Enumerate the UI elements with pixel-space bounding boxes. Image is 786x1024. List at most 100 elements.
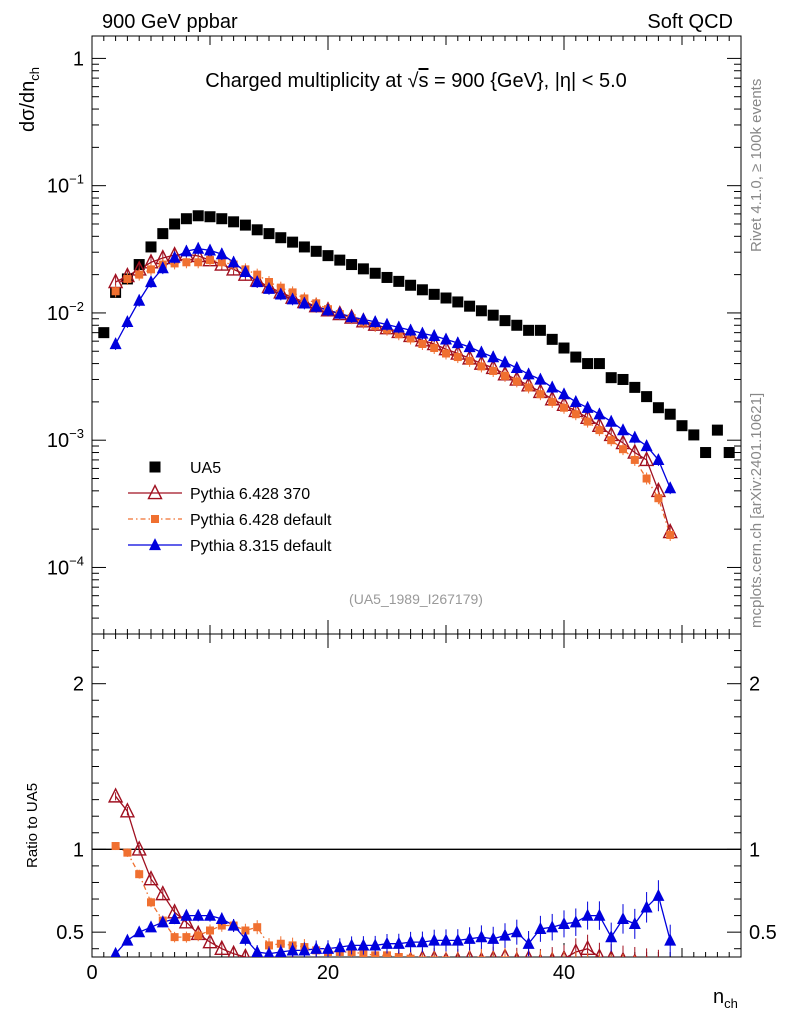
data-point-pythia-8-315-default (510, 361, 523, 374)
ratio-point-pythia-6-428-370 (178, 913, 195, 929)
data-point-pythia-6-428-default (194, 258, 203, 267)
legend-label-pythia-6-428-370: Pythia 6.428 370 (190, 486, 310, 503)
ratio-point-pythia-6-428-370 (202, 933, 218, 949)
ratio-point-pythia-8-315-default (310, 941, 323, 954)
data-point-ua5 (617, 373, 629, 385)
data-point-pythia-6-428-default (595, 426, 604, 435)
chart-title-pre: Charged multiplicity at (205, 70, 407, 92)
data-point-pythia-6-428-default (477, 362, 486, 371)
ratio-tick-label-right: 1 (749, 839, 760, 861)
data-point-pythia-8-315-default (109, 337, 122, 350)
data-point-pythia-6-428-default (583, 417, 592, 426)
ratio-point-pythia-6-428-370 (664, 966, 677, 979)
data-point-ua5 (593, 358, 605, 370)
data-point-ua5 (570, 351, 582, 363)
ratio-line-pythia-8-315-default (115, 894, 671, 955)
ratio-point-pythia-6-428-default (536, 960, 544, 968)
data-point-ua5 (381, 271, 393, 283)
ratio-point-pythia-6-428-default (454, 958, 462, 966)
data-point-ua5 (322, 250, 334, 262)
data-point-ua5 (546, 333, 558, 345)
data-point-pythia-6-428-default (135, 270, 144, 279)
ratio-point-pythia-6-428-default (525, 960, 533, 968)
data-point-pythia-6-428-default (654, 494, 663, 503)
ratio-point-pythia-6-428-default (253, 923, 262, 932)
data-point-ua5 (652, 402, 664, 414)
ratio-point-pythia-8-315-default (487, 931, 500, 944)
ratio-point-pythia-6-428-default (241, 926, 250, 935)
data-point-ua5 (582, 358, 594, 370)
data-point-ua5 (605, 372, 617, 384)
data-point-ua5 (251, 224, 263, 236)
data-point-ua5 (216, 213, 228, 225)
ratio-point-pythia-6-428-default (513, 960, 521, 968)
data-point-ua5 (711, 424, 723, 436)
data-point-ua5 (192, 210, 204, 222)
data-point-pythia-6-428-default (406, 334, 415, 343)
ratio-point-pythia-8-315-default (298, 943, 311, 956)
ratio-point-pythia-6-428-default (135, 870, 144, 879)
ratio-point-pythia-8-315-default (369, 938, 382, 951)
data-point-pythia-6-428-default (512, 377, 521, 386)
ratio-point-pythia-8-315-default (357, 938, 370, 951)
ratio-point-pythia-8-315-default (121, 933, 134, 946)
ratio-point-pythia-8-315-default (110, 946, 121, 957)
data-point-pythia-8-315-default (369, 315, 382, 328)
data-point-pythia-8-315-default (605, 414, 618, 427)
ratio-point-pythia-6-428-default (217, 921, 226, 930)
ratio-point-pythia-8-315-default (168, 912, 181, 925)
data-point-pythia-8-315-default (440, 332, 452, 345)
legend: UA5 Pythia 6.428 370 Pythia 6.428 default P… (128, 460, 332, 555)
ratio-point-pythia-8-315-default (617, 912, 629, 925)
ratio-point-pythia-6-428-default (394, 953, 403, 957)
data-point-ua5 (228, 216, 240, 228)
data-point-ua5 (180, 213, 192, 225)
ratio-point-pythia-8-315-default (345, 938, 358, 951)
ratio-point-pythia-6-428-default (584, 963, 592, 971)
data-point-ua5 (641, 391, 653, 403)
ratio-point-pythia-8-315-default (593, 908, 606, 921)
chart-title: Charged multiplicity at √s = 900 {GeV}, … (205, 70, 627, 92)
data-point-pythia-8-315-default (569, 395, 582, 408)
data-point-ua5 (405, 279, 417, 291)
y-tick-label: 10−2 (47, 299, 84, 325)
ratio-point-pythia-6-428-370 (155, 885, 171, 901)
data-point-ua5 (393, 275, 405, 287)
data-point-pythia-8-315-default (298, 296, 311, 309)
ratio-point-pythia-8-315-default (381, 936, 393, 949)
data-point-pythia-8-315-default (652, 453, 665, 466)
ratio-point-pythia-6-428-default (607, 965, 615, 973)
ratio-point-pythia-8-315-default (322, 941, 334, 954)
data-point-ua5 (700, 447, 712, 459)
data-point-pythia-8-315-default (522, 367, 535, 380)
data-point-pythia-8-315-default (581, 400, 594, 413)
data-point-ua5 (275, 232, 287, 244)
y-axis-label: dσ/dnch (17, 67, 42, 132)
ratio-point-pythia-8-315-default (640, 900, 653, 913)
ratio-point-pythia-6-428-default (265, 941, 273, 950)
ratio-plot-area (107, 787, 677, 979)
ratio-point-pythia-6-428-default (466, 958, 474, 966)
data-point-pythia-6-428-default (253, 270, 262, 279)
data-point-ua5 (334, 254, 346, 266)
data-point-pythia-6-428-default (666, 530, 675, 539)
legend-marker-pythia-8-315-default (149, 538, 161, 551)
ratio-point-pythia-8-315-default (522, 936, 535, 949)
data-point-ua5 (298, 241, 310, 253)
ratio-point-pythia-6-428-370 (594, 948, 604, 957)
ratio-point-pythia-6-428-370 (107, 787, 124, 803)
data-point-pythia-8-315-default (664, 481, 677, 494)
data-point-pythia-8-315-default (192, 241, 205, 254)
side-bottom-text: mcplots.cern.ch [arXiv:2401.10621] (748, 393, 765, 628)
ratio-point-pythia-8-315-default (133, 925, 146, 938)
ratio-point-pythia-8-315-default (416, 935, 429, 948)
ratio-point-pythia-6-428-default (170, 933, 179, 942)
ratio-point-pythia-8-315-default (274, 945, 287, 957)
sqrt-sign: √ (408, 70, 419, 92)
ratio-point-pythia-8-315-default (558, 917, 570, 930)
ratio-point-pythia-6-428-370 (350, 954, 353, 957)
data-point-pythia-6-428-default (548, 397, 557, 406)
data-point-pythia-6-428-default (288, 288, 297, 297)
data-point-ua5 (263, 228, 275, 240)
data-point-ua5 (287, 236, 299, 248)
